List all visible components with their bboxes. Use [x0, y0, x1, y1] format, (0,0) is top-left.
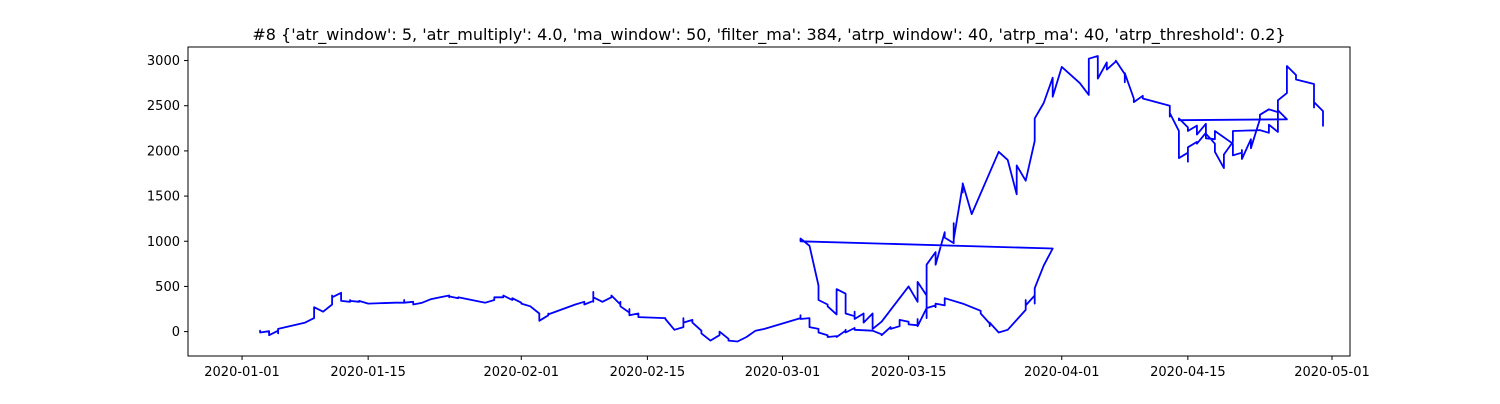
x-tick-label: 2020-05-01 [1294, 365, 1370, 380]
x-tick-label: 2020-04-01 [1024, 365, 1100, 380]
x-tick-label: 2020-01-01 [204, 365, 280, 380]
x-tick-label: 2020-01-15 [330, 365, 406, 380]
y-tick-label: 2000 [147, 144, 180, 159]
x-tick-label: 2020-03-01 [745, 365, 821, 380]
y-tick-label: 1000 [147, 235, 180, 250]
x-tick-label: 2020-02-01 [484, 365, 560, 380]
y-tick-label: 500 [155, 280, 180, 295]
series-line [259, 55, 1324, 343]
x-tick-label: 2020-02-15 [610, 365, 686, 380]
x-tick-label: 2020-03-15 [871, 365, 947, 380]
axes: 2020-01-01 2020-01-15 2020-02-01 2020-02-15… [147, 46, 1370, 380]
y-tick-label: 3000 [147, 54, 180, 69]
y-tick-label: 2500 [147, 99, 180, 114]
y-tick-label: 0 [172, 325, 180, 340]
plot-frame [187, 46, 1351, 357]
y-tick-label: 1500 [147, 190, 180, 205]
x-tick-label: 2020-04-15 [1150, 365, 1226, 380]
chart-title: #8 {'atr_window': 5, 'atr_multiply': 4.0… [252, 25, 1285, 45]
plot-area [259, 55, 1324, 343]
